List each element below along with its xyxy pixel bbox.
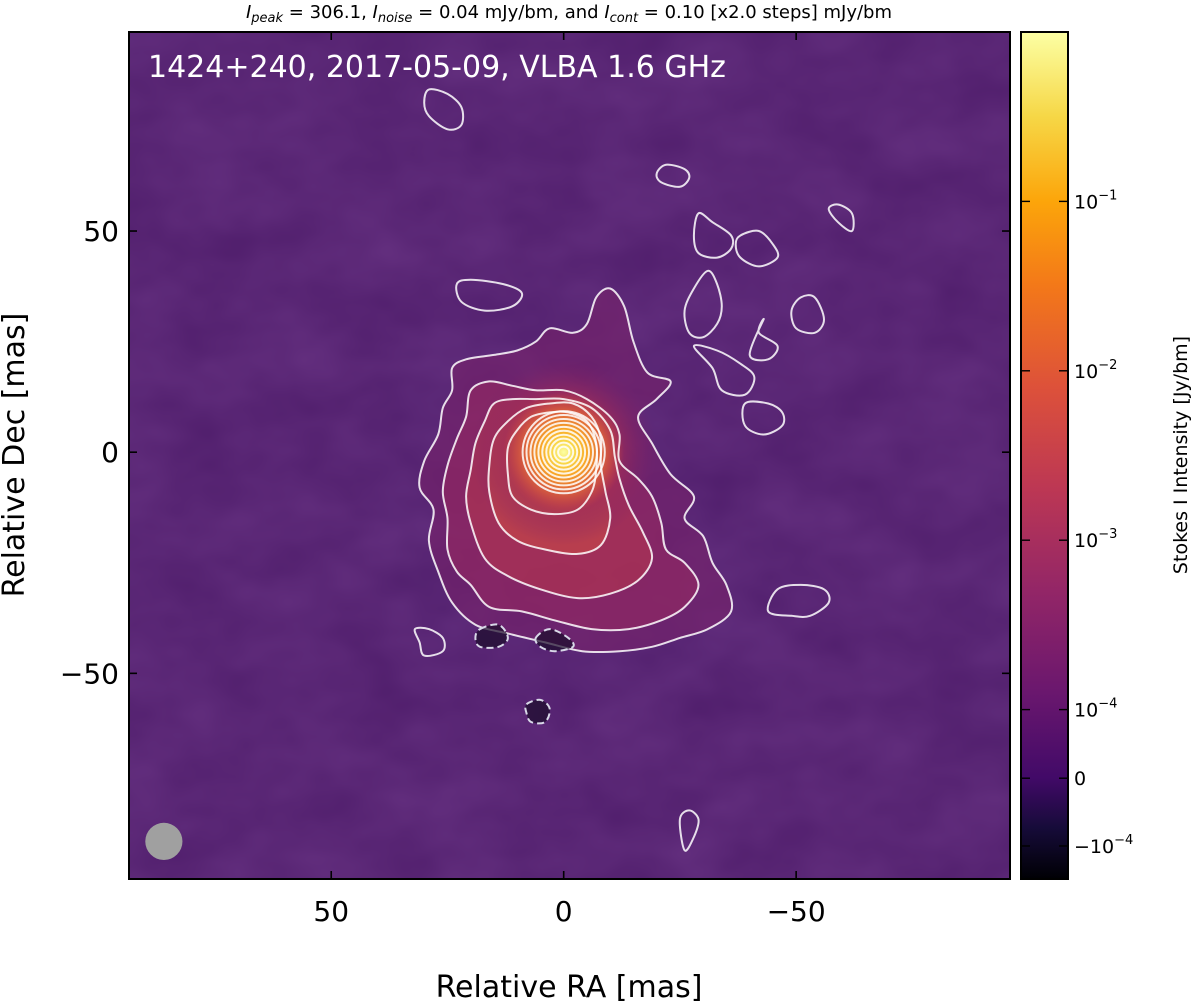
title-cont-subscript: cont [610,11,639,26]
negative-contour [474,623,509,649]
x-tick-label: 50 [313,895,349,928]
core-contour-ring [545,433,583,471]
title-sep-1: = [283,2,310,23]
beam-ellipse [145,822,183,861]
title-peak-symbol: I [246,2,251,23]
contour-island [741,400,786,436]
negative-contour [524,698,551,725]
chart-title: Ipeak = 306.1, Inoise = 0.04 mJy/bm, and… [246,2,892,26]
x-axis-label: Relative RA [mas] [436,970,703,1005]
contour-island [455,278,524,312]
contour-island [827,203,855,233]
plot-frame [128,31,1011,880]
core-contour-ring [537,425,590,479]
colorbar-tick-label: 10−3 [1074,527,1117,552]
colorbar-gradient [1021,32,1068,879]
y-tick-label: 50 [83,215,119,248]
core-contour-ring [529,417,598,487]
plot-area [129,32,1010,879]
title-sep-5: = [638,2,665,23]
contour-level-5 [506,410,599,516]
contour-island [692,211,735,259]
y-tick-label: 0 [101,436,119,469]
contour-island [678,809,700,852]
core-contour-ring [541,429,587,475]
negative-contour [534,628,575,653]
core-contour-ring [533,421,594,483]
beam-layer [145,822,183,861]
contour-level-3 [465,397,654,600]
plot-annotation: 1424+240, 2017-05-09, VLBA 1.6 GHz [148,50,726,85]
contour-island [734,229,780,268]
colorbar-frame [1020,31,1069,880]
title-noise-value: 0.04 mJy/bm [439,2,553,23]
colorbar-label: Stokes I Intensity [Jy/bm] [1170,336,1192,574]
title-sep-2: , [361,2,372,23]
title-peak-value: 306.1 [310,2,362,23]
title-noise-symbol: I [373,2,378,23]
contour-island [413,626,446,657]
colorbar-tick-label: 10−4 [1074,697,1117,722]
contour-island [423,88,465,131]
y-tick-label: −50 [60,657,119,690]
title-noise-subscript: noise [378,11,413,26]
title-cont-symbol: I [604,2,609,23]
colorbar: 10−1 10−2 10−3 10−4 0 −10−4 Stokes I Intensit… [1020,31,1192,880]
colorbar-tick-label: 10−1 [1074,188,1117,213]
title-cont-value: 0.10 [x2.0 steps] mJy/bm [665,2,892,23]
colorbar-ticks: 10−1 10−2 10−3 10−4 0 −10−4 [1021,188,1133,858]
contour-layer [413,88,855,852]
contour-island [683,269,723,339]
core-contour-ring [557,445,571,459]
title-sep-4: , and [553,2,604,23]
title-peak-subscript: peak [250,11,283,26]
core-contour-ring [549,437,579,467]
contour-level-2 [441,380,700,632]
contour-island [766,583,831,618]
contour-island [655,163,691,188]
title-sep-3: = [412,2,439,23]
x-tick-label: 0 [555,895,573,928]
colorbar-tick-label: −10−4 [1074,833,1133,858]
axis-ticks: 50 0 −50 50 0 −50 [60,32,1010,928]
contour-level-1 [418,287,734,654]
core-contour-ring [521,410,606,495]
colorbar-tick-label: 10−2 [1074,358,1117,383]
contour-island [692,344,756,397]
core-contour-ring [525,413,602,491]
contour-island [790,294,826,335]
x-tick-label: −50 [767,895,826,928]
colorbar-tick-label: 0 [1074,768,1086,790]
y-axis-label: Relative Dec [mas] [0,313,32,598]
contour-island [748,317,779,362]
core-contour-ring [553,441,575,463]
